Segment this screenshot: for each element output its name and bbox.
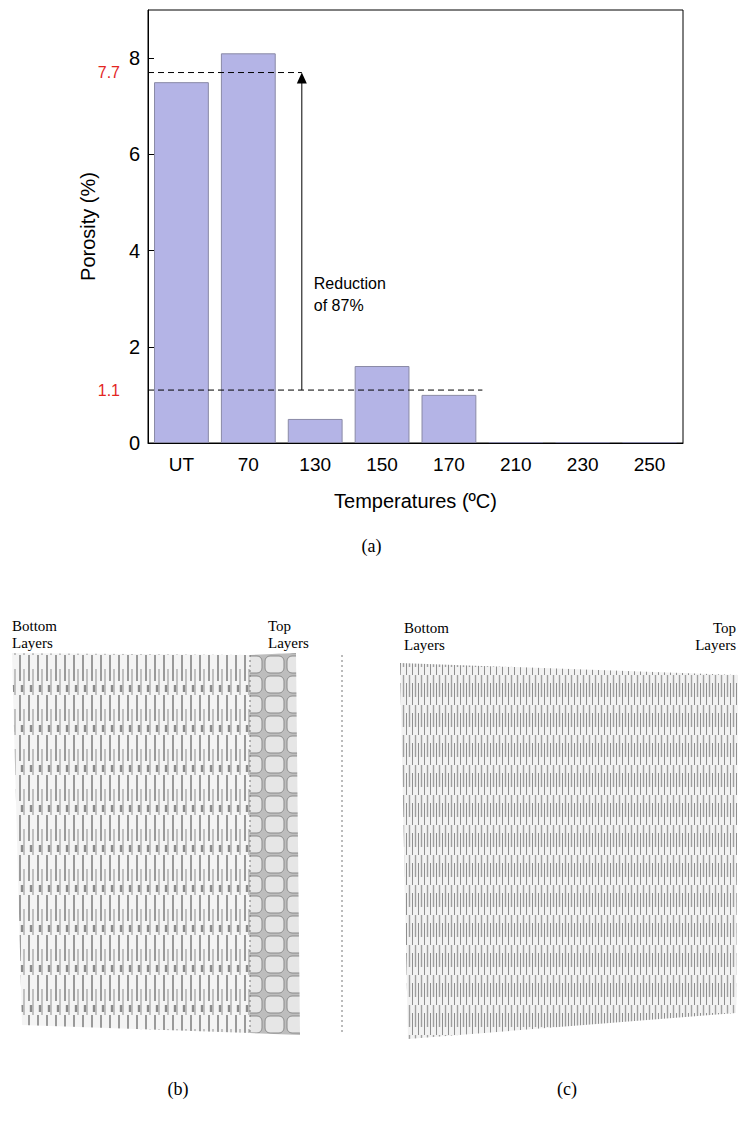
svg-text:0: 0 bbox=[129, 432, 140, 454]
svg-text:8: 8 bbox=[129, 47, 140, 69]
svg-text:6: 6 bbox=[129, 143, 140, 165]
svg-text:230: 230 bbox=[567, 454, 599, 475]
svg-text:of 87%: of 87% bbox=[314, 297, 364, 314]
svg-text:TopLayers: TopLayers bbox=[268, 618, 309, 651]
svg-text:TopLayers: TopLayers bbox=[695, 620, 736, 653]
svg-text:(b): (b) bbox=[168, 1079, 189, 1100]
svg-text:7.7: 7.7 bbox=[98, 64, 120, 81]
svg-text:(c): (c) bbox=[557, 1079, 577, 1100]
svg-text:1.1: 1.1 bbox=[98, 382, 120, 399]
svg-text:Temperatures (ºC): Temperatures (ºC) bbox=[334, 490, 497, 512]
svg-text:BottomLayers: BottomLayers bbox=[12, 618, 57, 651]
svg-text:210: 210 bbox=[500, 454, 532, 475]
svg-text:Reduction: Reduction bbox=[314, 275, 386, 292]
svg-text:BottomLayers: BottomLayers bbox=[404, 620, 449, 653]
svg-text:UT: UT bbox=[169, 454, 195, 475]
svg-text:250: 250 bbox=[634, 454, 666, 475]
html-text:(a): (a) bbox=[361, 536, 382, 556]
svg-text:150: 150 bbox=[366, 454, 398, 475]
svg-text:170: 170 bbox=[433, 454, 465, 475]
svg-text:Porosity (%): Porosity (%) bbox=[77, 172, 99, 281]
svg-text:4: 4 bbox=[129, 240, 140, 262]
svg-text:70: 70 bbox=[238, 454, 259, 475]
svg-text:2: 2 bbox=[129, 336, 140, 358]
svg-text:130: 130 bbox=[299, 454, 331, 475]
